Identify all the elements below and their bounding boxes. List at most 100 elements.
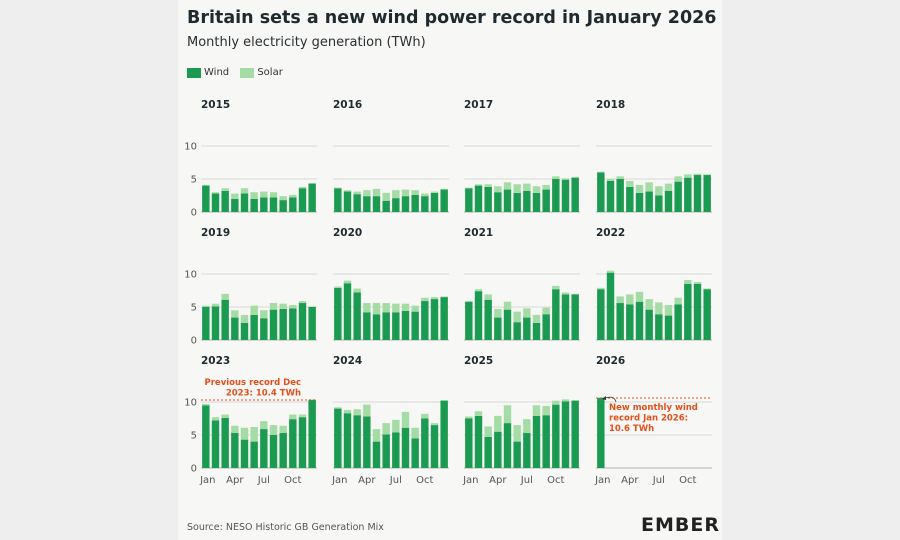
- solar-bar-2020-mar: [353, 288, 361, 293]
- solar-bar-2018-oct: [684, 174, 692, 178]
- wind-bar-2016-jul: [392, 198, 400, 212]
- y-tick-label: 5: [191, 175, 197, 186]
- wind-bar-2021-oct: [552, 289, 560, 340]
- wind-bar-2020-dec: [440, 297, 448, 340]
- solar-bar-2015-jan: [202, 184, 210, 186]
- solar-bar-2023-jul: [260, 421, 268, 430]
- solar-bar-2016-jan: [334, 187, 342, 189]
- annotation-new-record-line: New monthly wind: [609, 403, 698, 413]
- solar-bar-2022-nov: [693, 281, 702, 284]
- solar-bar-2023-aug: [269, 425, 278, 435]
- solar-bar-2021-jul: [523, 308, 531, 318]
- wind-bar-2017-oct: [552, 179, 560, 212]
- wind-bar-2021-dec: [571, 294, 579, 340]
- solar-bar-2025-oct: [552, 400, 560, 405]
- solar-bar-2019-jun: [250, 305, 258, 315]
- wind-bar-2017-mar: [484, 186, 492, 212]
- solar-bar-2018-sep: [674, 176, 682, 182]
- wind-bar-2018-mar: [616, 179, 624, 212]
- solar-bar-2022-jan: [597, 287, 605, 290]
- solar-bar-2025-apr: [494, 415, 502, 432]
- solar-bar-2017-jul: [523, 183, 531, 191]
- wind-bar-2019-oct: [289, 308, 297, 340]
- solar-bar-2024-jun: [382, 423, 390, 435]
- solar-bar-2019-dec: [308, 306, 316, 307]
- x-tick-label: Jan: [199, 475, 215, 486]
- solar-bar-2015-dec: [308, 182, 316, 184]
- wind-bar-2021-mar: [484, 299, 492, 340]
- wind-bar-2018-apr: [626, 186, 634, 212]
- x-tick-label: Jul: [257, 475, 270, 486]
- solar-bar-2016-jul: [392, 190, 400, 199]
- solar-bar-2020-may: [372, 303, 381, 315]
- solar-bar-2021-mar: [484, 294, 492, 300]
- solar-bar-2016-apr: [363, 190, 371, 197]
- wind-bar-2021-jul: [523, 317, 531, 340]
- wind-bar-2015-jan: [202, 185, 210, 212]
- wind-bar-2015-nov: [298, 188, 307, 212]
- solar-bar-2023-mar: [221, 414, 229, 418]
- solar-bar-2016-feb: [343, 190, 352, 192]
- wind-bar-2015-mar: [221, 190, 229, 212]
- solar-bar-2024-jan: [334, 407, 342, 409]
- x-tick-label: Jul: [652, 475, 665, 486]
- solar-bar-2020-sep: [411, 305, 419, 312]
- solar-bar-2016-oct: [421, 193, 429, 197]
- solar-bar-2015-nov: [298, 186, 307, 189]
- solar-bar-2025-jun: [513, 425, 521, 442]
- wind-bar-2020-nov: [430, 299, 439, 340]
- wind-bar-2017-feb: [474, 185, 483, 212]
- solar-bar-2018-may: [635, 184, 644, 193]
- wind-bar-2020-may: [372, 314, 381, 340]
- wind-bar-2024-jun: [382, 434, 390, 468]
- solar-bar-2017-jun: [513, 184, 521, 193]
- wind-bar-2022-jan: [597, 289, 605, 340]
- solar-bar-2025-sep: [542, 405, 550, 416]
- solar-bar-2018-jun: [645, 182, 653, 192]
- right-margin: [722, 0, 900, 540]
- wind-bar-2026-jan: [597, 398, 605, 468]
- panel-year-2022: 2022: [596, 227, 625, 239]
- solar-bar-2016-dec: [440, 188, 448, 190]
- solar-bar-2019-aug: [269, 303, 278, 310]
- solar-bar-2021-jun: [513, 311, 521, 323]
- solar-bar-2021-sep: [542, 307, 550, 315]
- solar-bar-2021-aug: [532, 314, 541, 323]
- legend-label-wind: Wind: [204, 67, 230, 78]
- x-tick-label: Oct: [679, 475, 696, 486]
- solar-bar-2016-aug: [401, 189, 410, 197]
- panel-year-2025: 2025: [464, 355, 493, 367]
- solar-bar-2021-dec: [571, 293, 579, 295]
- wind-bar-2021-jun: [513, 322, 521, 340]
- wind-bar-2021-feb: [474, 291, 483, 340]
- solar-bar-2023-may: [240, 427, 249, 440]
- chart-title: Britain sets a new wind power record in …: [187, 8, 717, 28]
- wind-bar-2020-oct: [421, 301, 429, 340]
- wind-bar-2022-sep: [674, 304, 682, 340]
- solar-bar-2025-jan: [465, 416, 473, 419]
- wind-bar-2021-apr: [494, 317, 502, 340]
- solar-bar-2025-may: [503, 405, 512, 424]
- solar-bar-2016-nov: [430, 191, 439, 193]
- wind-bar-2018-sep: [674, 181, 682, 212]
- x-tick-label: Jan: [331, 475, 347, 486]
- solar-bar-2024-apr: [363, 404, 371, 417]
- wind-bar-2019-aug: [269, 309, 278, 340]
- wind-bar-2023-sep: [279, 433, 287, 468]
- solar-bar-2023-nov: [298, 414, 307, 418]
- wind-bar-2023-feb: [211, 420, 220, 468]
- wind-bar-2017-aug: [532, 192, 541, 212]
- wind-bar-2025-dec: [571, 400, 579, 468]
- solar-bar-2015-sep: [279, 196, 287, 201]
- wind-bar-2024-may: [372, 441, 381, 468]
- chart-card: [178, 0, 722, 540]
- solar-bar-2020-nov: [430, 297, 439, 300]
- wind-bar-2024-apr: [363, 416, 371, 468]
- solar-bar-2025-aug: [532, 405, 541, 416]
- solar-bar-2022-apr: [626, 294, 634, 305]
- solar-bar-2016-sep: [411, 190, 419, 195]
- wind-bar-2019-sep: [279, 308, 287, 340]
- annotation-new-record-line: 10.6 TWh: [609, 424, 654, 434]
- wind-bar-2022-aug: [664, 315, 673, 340]
- solar-bar-2019-sep: [279, 303, 287, 309]
